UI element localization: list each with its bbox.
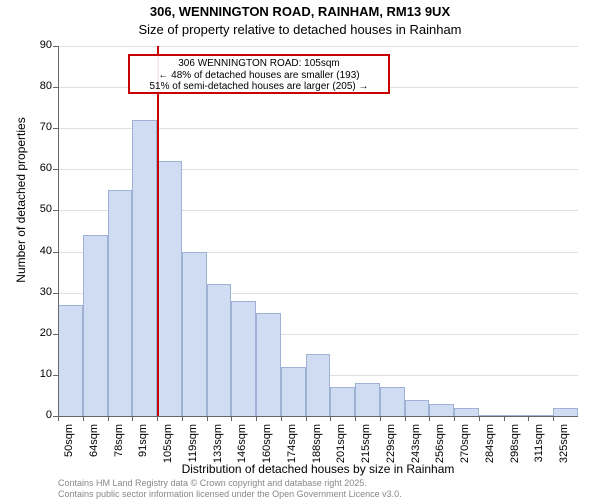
y-tick-label: 50	[26, 203, 52, 215]
annotation-line2: ← 48% of detached houses are smaller (19…	[134, 70, 384, 82]
histogram-bar	[182, 252, 207, 416]
y-axis	[58, 46, 59, 416]
annotation-box: 306 WENNINGTON ROAD: 105sqm← 48% of deta…	[128, 54, 390, 94]
histogram-bar	[306, 354, 331, 416]
histogram-bar	[58, 305, 83, 416]
x-tick-mark	[157, 416, 158, 421]
gridline	[58, 46, 578, 47]
x-tick-mark	[306, 416, 307, 421]
property-marker-line	[157, 46, 159, 416]
histogram-bar	[108, 190, 133, 416]
x-tick-mark	[355, 416, 356, 421]
histogram-bar	[157, 161, 182, 416]
histogram-bar	[281, 367, 306, 416]
y-tick-label: 90	[26, 39, 52, 51]
y-tick-label: 10	[26, 368, 52, 380]
x-tick-mark	[132, 416, 133, 421]
histogram-bar	[256, 313, 281, 416]
histogram-bar	[207, 284, 232, 416]
x-tick-mark	[231, 416, 232, 421]
footer-copyright-2: Contains public sector information licen…	[58, 489, 402, 499]
histogram-bar	[405, 400, 430, 416]
annotation-line1: 306 WENNINGTON ROAD: 105sqm	[134, 58, 384, 70]
x-tick-mark	[281, 416, 282, 421]
histogram-bar	[429, 404, 454, 416]
y-tick-label: 30	[26, 286, 52, 298]
histogram-bar	[553, 408, 578, 416]
x-axis	[58, 416, 578, 417]
x-tick-mark	[83, 416, 84, 421]
y-tick-label: 40	[26, 245, 52, 257]
x-tick-mark	[429, 416, 430, 421]
x-tick-mark	[454, 416, 455, 421]
y-tick-label: 20	[26, 327, 52, 339]
y-tick-label: 70	[26, 121, 52, 133]
x-tick-mark	[58, 416, 59, 421]
histogram-chart: 306, WENNINGTON ROAD, RAINHAM, RM13 9UX …	[0, 0, 600, 500]
histogram-bar	[132, 120, 157, 416]
histogram-bar	[355, 383, 380, 416]
x-tick-mark	[330, 416, 331, 421]
y-tick-label: 0	[26, 409, 52, 421]
histogram-bar	[380, 387, 405, 416]
x-tick-mark	[182, 416, 183, 421]
x-tick-mark	[207, 416, 208, 421]
x-tick-mark	[380, 416, 381, 421]
y-tick-label: 80	[26, 80, 52, 92]
x-axis-label: Distribution of detached houses by size …	[58, 462, 578, 476]
x-tick-mark	[528, 416, 529, 421]
x-tick-mark	[479, 416, 480, 421]
plot-area: 010203040506070809050sqm64sqm78sqm91sqm1…	[58, 46, 578, 416]
histogram-bar	[330, 387, 355, 416]
footer-copyright-1: Contains HM Land Registry data © Crown c…	[58, 478, 367, 488]
chart-title-line1: 306, WENNINGTON ROAD, RAINHAM, RM13 9UX	[0, 4, 600, 19]
x-tick-mark	[405, 416, 406, 421]
histogram-bar	[231, 301, 256, 416]
x-tick-mark	[256, 416, 257, 421]
y-tick-label: 60	[26, 162, 52, 174]
annotation-line3: 51% of semi-detached houses are larger (…	[134, 81, 384, 93]
histogram-bar	[454, 408, 479, 416]
x-tick-mark	[553, 416, 554, 421]
chart-title-line2: Size of property relative to detached ho…	[0, 22, 600, 37]
x-tick-mark	[504, 416, 505, 421]
x-tick-mark	[108, 416, 109, 421]
histogram-bar	[83, 235, 108, 416]
